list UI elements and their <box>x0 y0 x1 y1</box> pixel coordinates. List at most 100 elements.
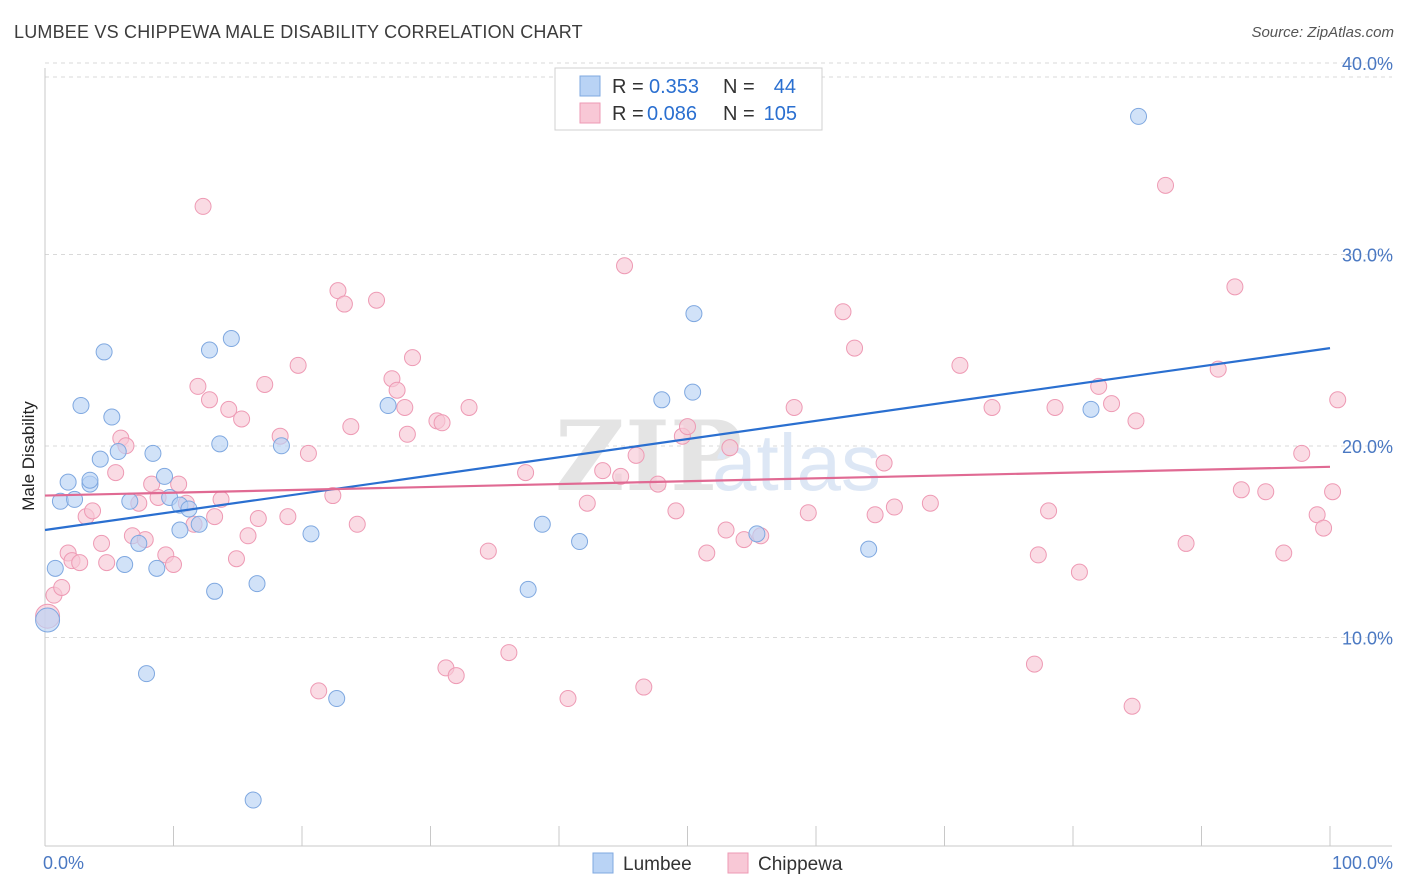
series-legend: Lumbee Chippewa <box>592 852 843 875</box>
lumbee-point <box>379 397 397 415</box>
chippewa-point <box>227 550 245 568</box>
chippewa-point <box>335 295 353 313</box>
lumbee-point <box>533 515 551 533</box>
chippewa-point <box>1329 391 1347 409</box>
chippewa-point <box>500 644 518 662</box>
bottom-legend-label-lumbee: Lumbee <box>623 854 692 875</box>
bottom-legend-label-chippewa: Chippewa <box>758 854 843 875</box>
chippewa-point <box>717 521 735 539</box>
chippewa-point <box>1025 655 1043 673</box>
chippewa-point <box>53 578 71 596</box>
bottom-legend-swatch-lumbee <box>592 852 614 874</box>
chippewa-point <box>289 356 307 374</box>
chippewa-point <box>107 464 125 482</box>
bottom-legend-swatch-chippewa <box>727 852 749 874</box>
lumbee-point <box>200 341 218 359</box>
chart-title: LUMBEE VS CHIPPEWA MALE DISABILITY CORRE… <box>14 22 583 42</box>
lumbee-point <box>206 582 224 600</box>
chippewa-point <box>1315 519 1333 537</box>
chippewa-point <box>447 667 465 685</box>
chippewa-point <box>799 504 817 522</box>
x-ticks <box>44 826 1331 846</box>
trend-lines <box>44 347 1331 532</box>
chippewa-point <box>1123 697 1141 715</box>
chippewa-point <box>517 464 535 482</box>
legend-r-value-lumbee: 0.353 <box>649 76 699 98</box>
lumbee-point <box>95 343 113 361</box>
lumbee-point <box>272 437 290 455</box>
lumbee-point <box>248 575 266 593</box>
y-tick-label: 20.0% <box>1342 437 1393 457</box>
chippewa-point <box>433 414 451 432</box>
chippewa-point <box>1177 534 1195 552</box>
lumbee-point <box>91 450 109 468</box>
lumbee-point <box>171 521 189 539</box>
chippewa-point <box>1029 546 1047 564</box>
chippewa-point <box>342 418 360 436</box>
lumbee-point <box>748 525 766 543</box>
legend-n-value-chippewa: 105 <box>764 103 797 125</box>
watermark-atlas: atlas <box>712 418 881 507</box>
chippewa-point <box>679 418 696 436</box>
chippewa-point <box>875 454 893 472</box>
chippewa-point <box>885 498 903 516</box>
chippewa-point <box>612 467 630 485</box>
lumbee-point <box>46 559 64 577</box>
lumbee-point <box>653 391 671 409</box>
chippewa-point <box>299 444 317 462</box>
chippewa-point <box>866 506 884 524</box>
chippewa-point <box>616 257 634 275</box>
lumbee-point <box>81 471 99 489</box>
chippewa-point <box>667 502 685 520</box>
legend-r-value-chippewa: 0.086 <box>647 103 697 125</box>
lumbee-point <box>72 397 90 415</box>
chippewa-point <box>698 544 716 562</box>
lumbee-point <box>121 492 139 510</box>
legend-n-value-lumbee: 44 <box>774 76 796 98</box>
lumbee-point <box>156 467 174 485</box>
chippewa-point <box>594 462 612 480</box>
chippewa-point <box>983 398 1001 416</box>
lumbee-point <box>222 330 240 348</box>
chippewa-point <box>194 197 212 215</box>
lumbee-point <box>103 408 121 426</box>
x-tick-label-max: 100.0% <box>1332 853 1393 873</box>
lumbee-point <box>519 580 537 598</box>
chippewa-point <box>1127 412 1145 430</box>
lumbee-point <box>860 540 878 558</box>
chippewa-point <box>1070 563 1088 581</box>
lumbee-point <box>244 791 262 809</box>
chippewa-point <box>635 678 653 696</box>
lumbee-point <box>302 525 320 543</box>
lumbee-point <box>211 435 229 453</box>
chippewa-point <box>239 527 257 545</box>
lumbee-point <box>1130 107 1148 125</box>
watermark: ZIP atlas <box>555 400 881 513</box>
chippewa-point <box>1226 278 1244 296</box>
chippewa-point <box>279 508 297 526</box>
lumbee-point <box>109 443 127 461</box>
lumbee-point <box>138 665 156 683</box>
chippewa-point <box>1324 483 1342 501</box>
chippewa-point <box>559 690 577 708</box>
lumbee-point <box>116 555 134 573</box>
y-tick-label: 40.0% <box>1342 54 1393 74</box>
chippewa-point <box>834 303 852 321</box>
chippewa-point <box>921 494 939 512</box>
chippewa-point <box>1232 481 1250 499</box>
chippewa-point <box>71 554 89 572</box>
chippewa-point <box>1040 502 1058 520</box>
lumbee-point <box>328 690 346 708</box>
chippewa-point <box>721 439 739 457</box>
x-tick-label-min: 0.0% <box>43 853 84 873</box>
chippewa-point <box>84 502 102 520</box>
lumbee-point <box>190 515 208 533</box>
chippewa-point <box>1157 176 1175 194</box>
y-tick-labels: 10.0% 20.0% 30.0% 40.0% <box>1342 54 1393 649</box>
chippewa-point <box>1103 395 1121 413</box>
chippewa-point <box>398 425 416 443</box>
chippewa-point <box>206 508 224 526</box>
legend-swatch-chippewa <box>579 102 601 124</box>
source-label: Source: ZipAtlas.com <box>1251 24 1394 41</box>
